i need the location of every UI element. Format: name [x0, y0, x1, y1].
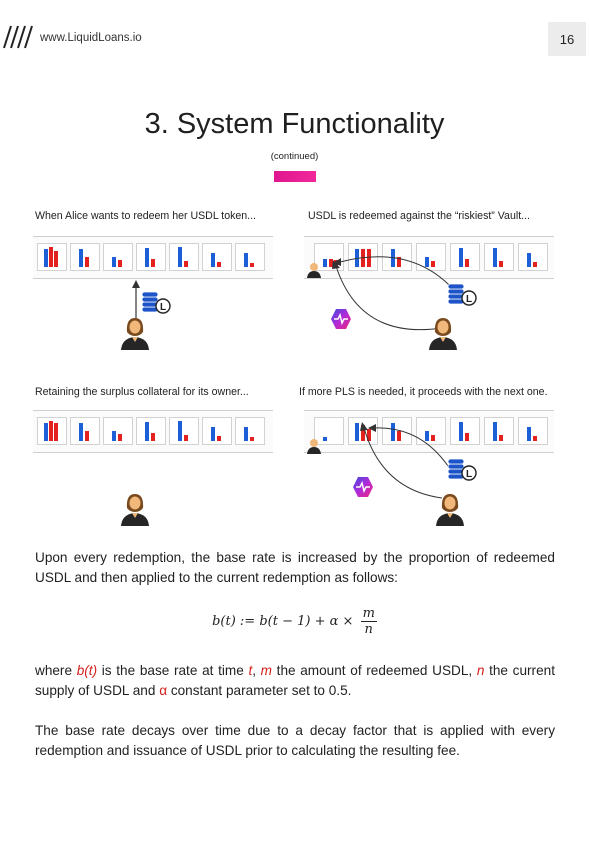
coin-stack-letter: L	[466, 294, 472, 305]
site-url[interactable]: www.LiquidLoans.io	[40, 32, 142, 44]
panel-3-caption: Retaining the surplus collateral for its…	[35, 386, 249, 398]
alice-avatar-icon	[121, 494, 149, 526]
section-subtitle: (continued)	[270, 151, 319, 162]
vault-cell	[103, 417, 133, 445]
vault-cell	[37, 243, 67, 271]
section-title: 3. System Functionality	[144, 108, 445, 140]
vault-cell	[450, 417, 480, 445]
vault-cell	[382, 417, 412, 445]
vault-cell	[484, 243, 514, 271]
vault-cell-riskiest	[314, 243, 344, 271]
vault-cell	[484, 417, 514, 445]
panel-1-vault-strip	[33, 236, 273, 279]
vault-cell	[416, 417, 446, 445]
vault-cell	[202, 243, 232, 271]
vault-cell	[235, 243, 265, 271]
vault-owner-avatar-icon	[307, 439, 321, 454]
paragraph-variable-definitions: where b(t) is the base rate at time t, m…	[35, 663, 555, 698]
formula-denominator: n	[364, 622, 373, 637]
paragraph-redemption-intro: Upon every redemption, the base rate is …	[35, 550, 555, 585]
vault-cell	[235, 417, 265, 445]
coin-stack-icon: L	[447, 283, 477, 306]
vault-cell-next	[348, 417, 378, 445]
coin-stack-letter: L	[160, 302, 166, 313]
panel-2-caption: USDL is redeemed against the “riskiest” …	[308, 210, 530, 222]
paragraph-base-rate-decay: The base rate decays over time due to a …	[35, 723, 555, 758]
vault-owner-avatar-icon	[307, 263, 321, 278]
coin-stack-icon: L	[141, 291, 171, 314]
redemption-flow-arrows	[360, 422, 449, 499]
vault-cell-emptied	[314, 417, 344, 445]
vault-cell	[169, 243, 199, 271]
formula-fraction: m n	[360, 606, 377, 637]
vault-cell	[202, 417, 232, 445]
vault-cell	[136, 417, 166, 445]
vault-cell	[518, 417, 548, 445]
base-rate-formula: b(t) := b(t − 1) + α × m n	[0, 606, 589, 637]
vault-cell	[37, 417, 67, 445]
panel-2-vault-strip	[304, 236, 554, 279]
panel-4-caption: If more PLS is needed, it proceeds with …	[299, 386, 548, 398]
panel-1-caption: When Alice wants to redeem her USDL toke…	[35, 210, 257, 222]
page-number-text: 16	[559, 31, 575, 47]
vault-cell	[416, 243, 446, 271]
coin-stack-icon: L	[447, 458, 477, 481]
formula-numerator: m	[360, 606, 377, 622]
pulse-hexagon-icon	[331, 309, 351, 329]
alice-avatar-icon	[436, 494, 464, 526]
panel-4-vault-strip	[304, 410, 554, 453]
panel-3-vault-strip	[33, 410, 273, 453]
vault-cell	[169, 417, 199, 445]
header-stripes-logo	[3, 25, 33, 49]
redemption-flow-arrows	[332, 256, 453, 331]
page-number: 16	[548, 22, 586, 56]
alice-avatar-icon	[121, 318, 149, 350]
redeem-arrow	[132, 280, 140, 318]
vault-cell	[518, 243, 548, 271]
formula-lhs: b(t) := b(t − 1) + α ×	[212, 614, 354, 629]
pulse-hexagon-icon	[353, 477, 373, 497]
title-accent-bar	[274, 171, 316, 182]
vault-cell	[103, 243, 133, 271]
coin-stack-letter: L	[466, 469, 472, 480]
vault-cell	[136, 243, 166, 271]
alice-avatar-icon	[429, 318, 457, 350]
vault-cell	[450, 243, 480, 271]
vault-cell	[70, 417, 100, 445]
vault-cell	[70, 243, 100, 271]
